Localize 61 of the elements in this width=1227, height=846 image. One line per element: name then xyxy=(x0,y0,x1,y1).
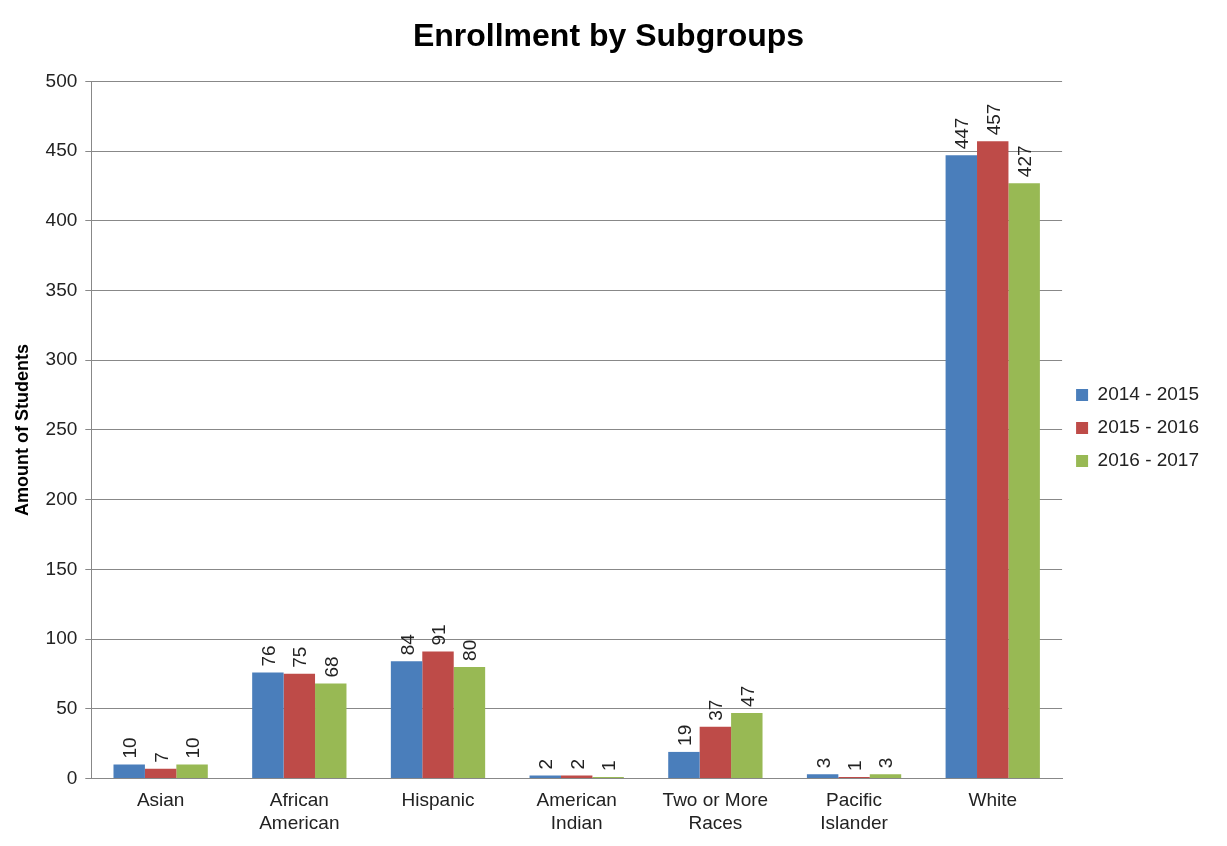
bar xyxy=(315,683,347,778)
data-label: 3 xyxy=(812,757,834,769)
legend-label: 2014 - 2015 xyxy=(1097,383,1199,405)
x-tick-label: Pacific Islander xyxy=(820,789,889,833)
y-tick-label: 100 xyxy=(45,627,78,649)
bar xyxy=(869,774,902,778)
bar xyxy=(390,661,423,778)
y-axis-title: Amount of Students xyxy=(11,343,32,516)
data-label: 427 xyxy=(1014,145,1036,178)
y-tick-label: 500 xyxy=(45,69,78,91)
data-label: 457 xyxy=(982,103,1004,136)
legend-label: 2016 - 2017 xyxy=(1097,449,1199,471)
y-tick-label: 350 xyxy=(45,278,78,300)
data-label: 2 xyxy=(535,759,557,770)
bar xyxy=(945,155,978,778)
data-label: 76 xyxy=(257,645,279,667)
bar xyxy=(731,712,763,778)
bar xyxy=(176,764,208,778)
bar xyxy=(668,751,700,778)
data-label: 7 xyxy=(150,752,172,763)
data-label: 447 xyxy=(951,117,973,150)
data-label: 19 xyxy=(673,724,695,746)
bar xyxy=(283,673,316,778)
y-tick-label: 300 xyxy=(45,348,78,370)
data-label: 1 xyxy=(598,760,620,772)
data-label: 68 xyxy=(320,656,342,678)
y-tick-label: 250 xyxy=(45,418,78,440)
x-tick-label: White xyxy=(968,789,1018,811)
data-label: 10 xyxy=(182,737,204,759)
data-label: 84 xyxy=(396,633,418,656)
bar xyxy=(252,672,284,778)
data-label: 75 xyxy=(289,646,311,668)
x-tick-label: Two or More Races xyxy=(662,789,769,833)
bar xyxy=(699,726,732,778)
bar xyxy=(806,774,839,778)
bar xyxy=(422,651,454,778)
data-label: 47 xyxy=(736,685,758,707)
y-tick-label: 150 xyxy=(45,557,78,579)
data-label: 91 xyxy=(428,624,450,646)
data-label: 2 xyxy=(566,759,588,770)
data-label: 1 xyxy=(844,760,866,772)
bar xyxy=(113,764,145,778)
data-label: 37 xyxy=(705,699,727,721)
data-label: 10 xyxy=(119,737,141,759)
x-tick-label: American Indian xyxy=(536,789,617,833)
y-tick-label: 450 xyxy=(45,139,78,161)
y-tick-label: 200 xyxy=(45,487,78,509)
y-tick-label: 50 xyxy=(56,696,78,718)
data-label: 3 xyxy=(875,757,897,769)
data-label: 80 xyxy=(459,639,481,661)
y-tick-label: 0 xyxy=(66,766,78,788)
x-tick-label: Asian xyxy=(136,789,185,811)
bar xyxy=(1008,183,1040,778)
x-tick-label: African American xyxy=(259,789,340,833)
x-tick-label: Hispanic xyxy=(401,789,475,811)
bar xyxy=(453,666,486,778)
y-tick-label: 400 xyxy=(45,209,78,231)
bar xyxy=(977,141,1009,778)
bar xyxy=(144,768,177,778)
legend-label: 2015 - 2016 xyxy=(1097,416,1199,438)
chart-title: Enrollment by Subgroups xyxy=(412,17,805,54)
